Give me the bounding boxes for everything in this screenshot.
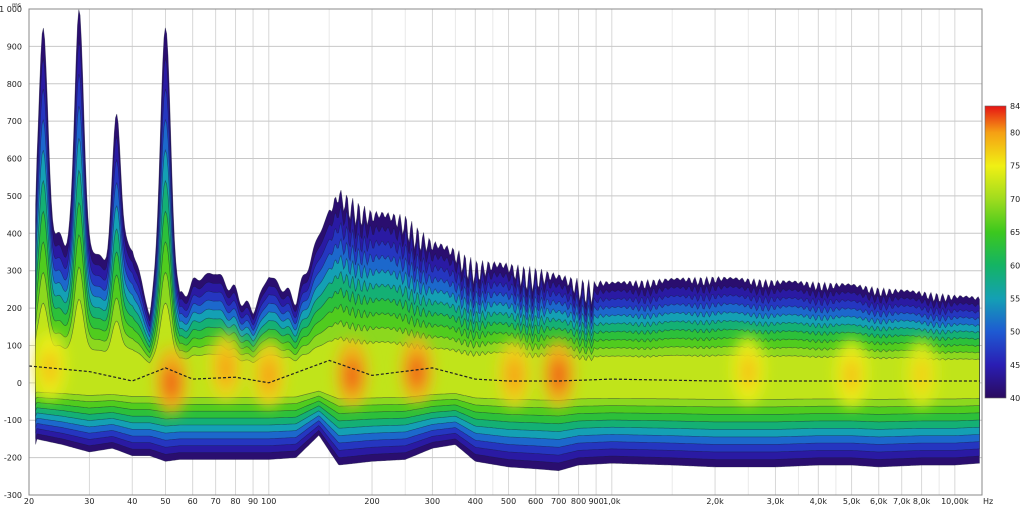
y-tick-label-11: -100 bbox=[4, 416, 22, 425]
colorbar-label-8: 45 bbox=[1010, 361, 1020, 370]
x-tick-label-10: 300 bbox=[425, 497, 440, 506]
peak-time-path bbox=[29, 359, 980, 384]
y-tick-label-13: -300 bbox=[4, 491, 22, 500]
x-tick-label-20: 4,0k bbox=[810, 497, 828, 506]
x-tick-label-6: 80 bbox=[230, 497, 240, 506]
hotspot-core-7 bbox=[550, 357, 567, 394]
colorbar-label-2: 75 bbox=[1010, 162, 1020, 171]
plot-border bbox=[28, 8, 983, 496]
y-tick-label-0: 1 000 bbox=[0, 5, 22, 14]
x-tick-label-25: 10,00k bbox=[941, 497, 969, 506]
x-tick-label-4: 60 bbox=[188, 497, 198, 506]
x-tick-label-21: 5,0k bbox=[843, 497, 861, 506]
colorbar-ticks: 84 80 75 70 65 60 55 50 45 40 bbox=[1010, 102, 1020, 403]
x-tick-label-7: 90 bbox=[248, 497, 258, 506]
x-axis-unit: Hz bbox=[983, 497, 993, 506]
hotspot-core-6 bbox=[506, 357, 523, 394]
x-tick-label-15: 800 bbox=[571, 497, 586, 506]
y-tick-label-5: 500 bbox=[7, 192, 22, 201]
hotspot-core-8 bbox=[740, 353, 757, 390]
y-axis-ticks: 1 0009008007006005004003002001000-100-20… bbox=[0, 5, 22, 500]
colorbar-label-7: 50 bbox=[1010, 328, 1020, 337]
x-tick-label-24: 8,0k bbox=[913, 497, 931, 506]
y-tick-label-6: 400 bbox=[7, 229, 22, 238]
x-tick-label-22: 6,0k bbox=[870, 497, 888, 506]
hotspot-core-9 bbox=[843, 357, 860, 394]
x-tick-label-13: 600 bbox=[528, 497, 543, 506]
colorbar-label-0: 84 bbox=[1010, 102, 1020, 111]
x-tick-label-23: 7,0k bbox=[893, 497, 911, 506]
colorbar: 84 80 75 70 65 60 55 50 45 40 bbox=[984, 102, 1020, 403]
y-tick-label-9: 100 bbox=[7, 341, 22, 350]
x-tick-label-17: 1,0k bbox=[603, 497, 621, 506]
y-tick-label-10: 0 bbox=[17, 379, 22, 388]
hotspot-core-4 bbox=[344, 357, 361, 394]
colorbar-label-5: 60 bbox=[1010, 261, 1020, 270]
spectrogram-layers bbox=[29, 9, 980, 472]
hotspot-core-5 bbox=[408, 353, 425, 390]
y-tick-label-8: 200 bbox=[7, 304, 22, 313]
x-tick-label-9: 200 bbox=[364, 497, 379, 506]
x-tick-label-18: 2,0k bbox=[706, 497, 724, 506]
y-tick-label-3: 700 bbox=[7, 117, 22, 126]
x-tick-label-14: 700 bbox=[551, 497, 566, 506]
colorbar-label-6: 55 bbox=[1010, 294, 1020, 303]
x-tick-label-2: 40 bbox=[127, 497, 137, 506]
colorbar-label-9: 40 bbox=[1010, 394, 1020, 403]
colorbar-label-1: 80 bbox=[1010, 129, 1020, 138]
x-tick-label-8: 100 bbox=[261, 497, 276, 506]
y-tick-label-2: 800 bbox=[7, 80, 22, 89]
x-tick-label-0: 20 bbox=[24, 497, 34, 506]
hotspot-core-3 bbox=[260, 357, 277, 394]
x-tick-label-12: 500 bbox=[501, 497, 516, 506]
hotspot-core-1 bbox=[163, 364, 180, 401]
y-tick-label-12: -200 bbox=[4, 454, 22, 463]
hotspot-core-10 bbox=[913, 357, 930, 394]
colorbar-rect bbox=[984, 105, 1007, 399]
colorbar-label-4: 65 bbox=[1010, 228, 1020, 237]
y-axis-unit: ms bbox=[12, 2, 21, 9]
x-tick-label-16: 900 bbox=[588, 497, 603, 506]
x-tick-label-11: 400 bbox=[468, 497, 483, 506]
y-tick-label-1: 900 bbox=[7, 42, 22, 51]
x-tick-label-5: 70 bbox=[211, 497, 221, 506]
x-tick-label-3: 50 bbox=[160, 497, 170, 506]
x-tick-label-1: 30 bbox=[84, 497, 94, 506]
hotspot-core-2 bbox=[217, 349, 234, 386]
y-tick-label-7: 300 bbox=[7, 267, 22, 276]
x-tick-label-19: 3,0k bbox=[767, 497, 785, 506]
x-axis-ticks: 20 30 40 50 60 70 80 90 100 200 300 400 500 600 700 800… bbox=[24, 497, 969, 506]
y-tick-label-4: 600 bbox=[7, 155, 22, 164]
colorbar-label-3: 70 bbox=[1010, 195, 1020, 204]
